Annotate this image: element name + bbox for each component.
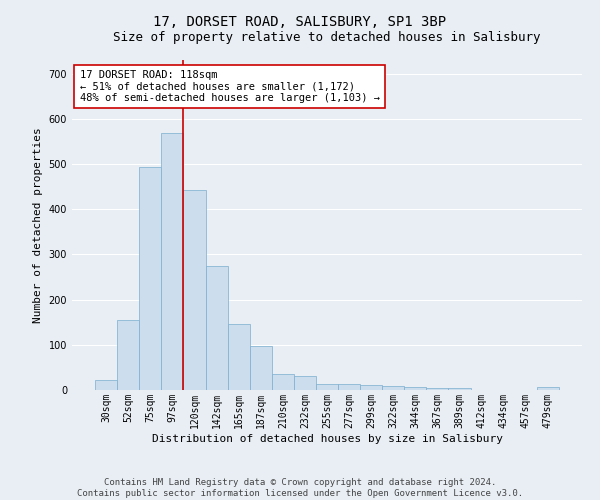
Bar: [338, 384, 360, 390]
Bar: [250, 346, 272, 390]
Bar: [427, 388, 448, 390]
Bar: [117, 320, 139, 390]
Bar: [294, 376, 316, 390]
Bar: [537, 387, 559, 390]
Title: Size of property relative to detached houses in Salisbury: Size of property relative to detached ho…: [113, 30, 541, 44]
Bar: [139, 167, 161, 390]
Bar: [448, 388, 470, 390]
Text: 17 DORSET ROAD: 118sqm
← 51% of detached houses are smaller (1,172)
48% of semi-: 17 DORSET ROAD: 118sqm ← 51% of detached…: [80, 70, 380, 103]
Bar: [360, 384, 382, 390]
Bar: [227, 324, 250, 390]
Bar: [404, 388, 427, 390]
Bar: [316, 384, 338, 390]
Bar: [272, 374, 294, 390]
Text: Contains HM Land Registry data © Crown copyright and database right 2024.
Contai: Contains HM Land Registry data © Crown c…: [77, 478, 523, 498]
Text: 17, DORSET ROAD, SALISBURY, SP1 3BP: 17, DORSET ROAD, SALISBURY, SP1 3BP: [154, 15, 446, 29]
Bar: [184, 190, 206, 390]
Y-axis label: Number of detached properties: Number of detached properties: [33, 127, 43, 323]
X-axis label: Distribution of detached houses by size in Salisbury: Distribution of detached houses by size …: [151, 434, 503, 444]
Bar: [95, 380, 117, 390]
Bar: [206, 266, 227, 390]
Bar: [161, 133, 184, 390]
Bar: [382, 386, 404, 390]
